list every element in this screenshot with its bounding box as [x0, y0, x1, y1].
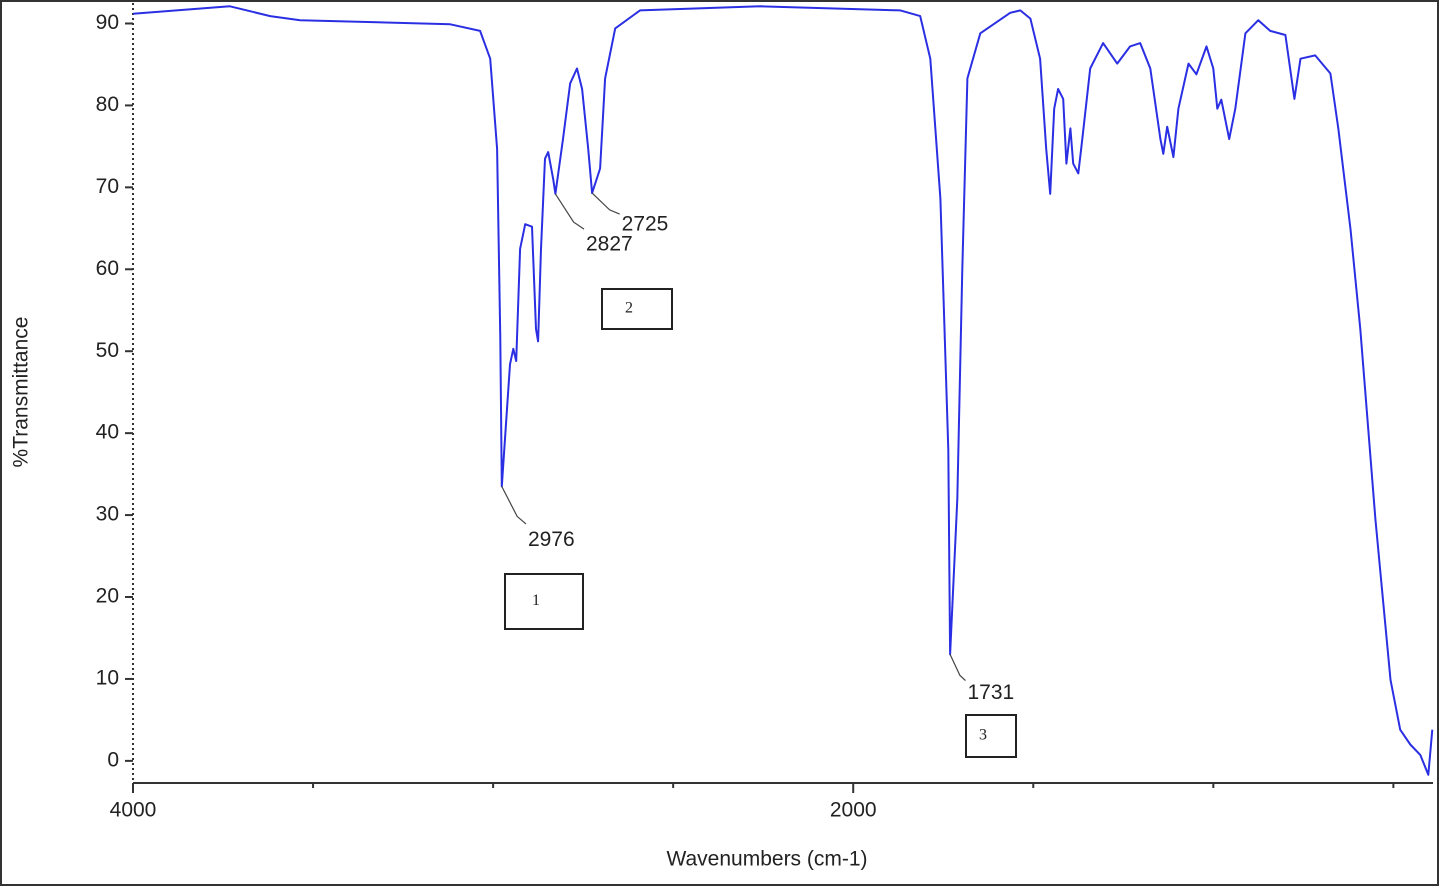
y-tick-label: 20 [96, 585, 119, 608]
y-tick-label: 10 [96, 666, 119, 689]
peak-label: 1731 [967, 681, 1014, 704]
y-tick-label: 0 [107, 748, 119, 771]
y-tick-label: 90 [96, 11, 119, 34]
label-box [504, 573, 584, 630]
box-label: 3 [979, 727, 987, 744]
y-tick-label: 50 [96, 339, 119, 362]
y-tick-label: 80 [96, 93, 119, 116]
leader-line [554, 193, 585, 230]
box-label: 1 [532, 592, 540, 609]
leader-line [949, 654, 966, 682]
y-tick-label: 60 [96, 257, 119, 280]
y-tick-label: 70 [96, 175, 119, 198]
spectrum-line [132, 5, 1434, 776]
x-tick-label: 2000 [830, 799, 877, 822]
leader-line [501, 486, 527, 525]
y-tick-label: 30 [96, 503, 119, 526]
label-box [601, 288, 673, 330]
x-tick-label: 4000 [110, 799, 157, 822]
peak-label: 2976 [528, 528, 575, 551]
y-axis-label: %Transmittance [10, 317, 33, 468]
peak-label: 2725 [622, 213, 669, 236]
peak-label: 2827 [586, 232, 633, 255]
y-tick-label: 40 [96, 421, 119, 444]
label-box [965, 714, 1017, 758]
box-label: 2 [625, 300, 633, 317]
x-axis-label: Wavenumbers (cm-1) [666, 848, 867, 871]
leader-line [591, 192, 620, 215]
